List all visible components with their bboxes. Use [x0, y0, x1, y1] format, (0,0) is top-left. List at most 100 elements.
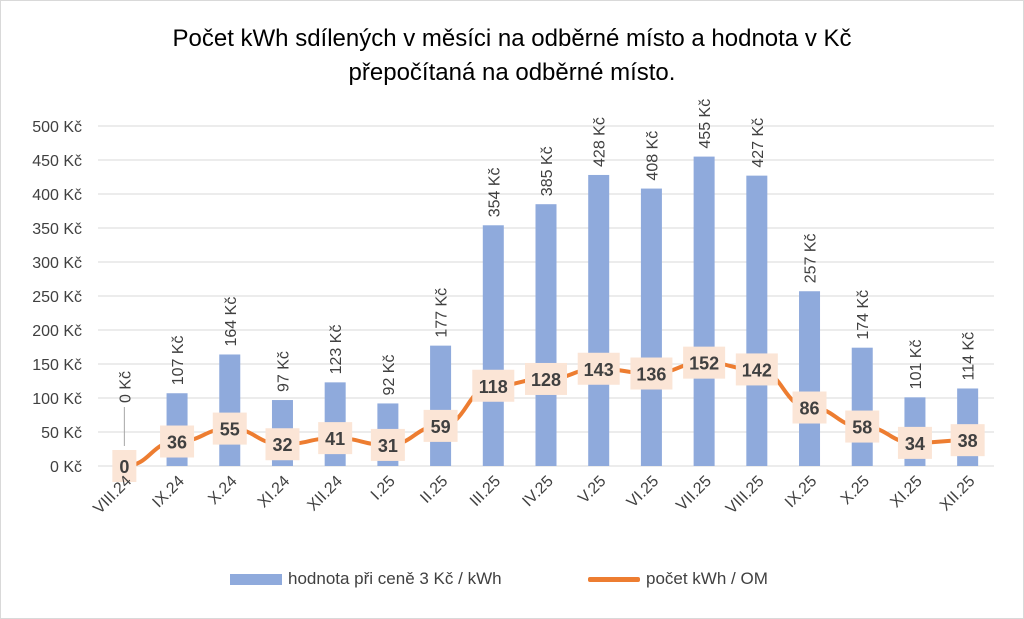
y-tick-label: 300 Kč	[32, 255, 82, 272]
bar-data-labels: 0 Kč 107 Kč 164 Kč 97 Kč 123 Kč 92 Kč 177 Kč 35…	[117, 99, 977, 403]
line-point-box	[423, 409, 458, 442]
legend-label-bar: hodnota při ceně 3 Kč / kWh	[288, 569, 502, 588]
line-point-marker: 58	[845, 410, 880, 443]
line-point-marker: 143	[577, 352, 620, 385]
bar	[588, 174, 610, 466]
y-axis-ticks: 0 Kč 50 Kč 100 Kč 150 Kč 200 Kč 250 Kč 300 Kč 3…	[32, 119, 82, 476]
line-data-label: 38	[958, 431, 978, 451]
bar-data-label: 114 Kč	[961, 332, 978, 381]
line-point-box	[630, 357, 673, 390]
legend-swatch-bar	[230, 573, 282, 585]
line-point-marker: 41	[318, 422, 353, 455]
line-point-marker: 118	[472, 369, 515, 402]
line-point-marker: 59	[423, 409, 458, 442]
bar	[535, 204, 557, 466]
x-category-label: IX.24	[149, 473, 188, 512]
line-data-label: 31	[378, 436, 398, 456]
line-point-box	[845, 410, 880, 443]
bar-data-label: 101 Kč	[908, 340, 925, 390]
legend-item-bar: hodnota při ceně 3 Kč / kWh	[230, 566, 502, 592]
line-point-box	[112, 450, 137, 482]
bar-data-label: 408 Kč	[644, 131, 661, 181]
y-tick-label: 350 Kč	[32, 221, 82, 238]
x-axis-categories: VIII.24 IX.24 X.24 XI.24 XII.24 I.25 II.25 III.…	[90, 473, 978, 518]
line-point-marker: 55	[212, 412, 247, 445]
bar	[799, 291, 821, 466]
x-category-label: IV.25	[519, 473, 556, 510]
line-point-marker: 0	[112, 450, 137, 482]
bar-data-label: 177 Kč	[434, 288, 451, 338]
line-data-label: 36	[167, 433, 187, 453]
line-data-label: 143	[584, 360, 614, 380]
chart-title-line-1: Počet kWh sdílených v měsíci na odběrné …	[172, 25, 852, 52]
line-point-box	[265, 428, 300, 461]
line-data-label: 128	[531, 370, 561, 390]
y-tick-label: 150 Kč	[32, 357, 82, 374]
x-category-label: XII.24	[304, 473, 346, 515]
line-data-label: 34	[905, 434, 925, 454]
line-data-label: 0	[119, 457, 129, 477]
line-point-box	[577, 352, 620, 385]
line-point-marker: 86	[792, 391, 827, 424]
line-point-box	[735, 353, 778, 386]
line-point-box	[472, 369, 515, 402]
bar-data-label: 455 Kč	[697, 99, 714, 149]
bar-data-label: 107 Kč	[170, 335, 187, 385]
line-data-label: 86	[800, 399, 820, 419]
line-data-label: 118	[479, 377, 508, 397]
bar-data-label: 123 Kč	[328, 325, 345, 375]
bar-data-label: 257 Kč	[803, 233, 820, 283]
line-point-box	[950, 424, 985, 457]
x-category-label: V.25	[575, 473, 609, 507]
bar	[219, 354, 241, 466]
y-tick-label: 100 Kč	[32, 391, 82, 408]
bar-data-label: 385 Kč	[539, 146, 556, 196]
legend-item-line: počet kWh / OM	[588, 566, 768, 592]
bar-data-label: 174 Kč	[855, 290, 872, 340]
bar	[746, 175, 768, 466]
legend: hodnota při ceně 3 Kč / kWh počet kWh / …	[0, 566, 1024, 592]
y-tick-label: 400 Kč	[32, 187, 82, 204]
line-point-box	[792, 391, 827, 424]
x-category-label: X.25	[838, 473, 873, 508]
line-point-box	[318, 422, 353, 455]
x-category-label: XI.25	[887, 473, 926, 512]
chart-title-line-2: přepočítaná na odběrné místo.	[348, 59, 676, 86]
line-point-box	[160, 425, 195, 458]
y-tick-label: 0 Kč	[50, 459, 82, 476]
chart-title: Počet kWh sdílených v měsíci na odběrné …	[0, 22, 1024, 90]
x-category-label: X.24	[205, 473, 240, 508]
bar-data-label: 164 Kč	[223, 297, 240, 347]
line-point-box	[525, 362, 567, 395]
bar	[851, 347, 873, 466]
line-data-label: 32	[272, 435, 292, 455]
line-point-box	[897, 426, 932, 459]
x-category-label: VII.25	[673, 473, 715, 515]
line-data-label: 41	[325, 429, 345, 449]
line-point-marker: 38	[950, 424, 985, 457]
line-data-label: 58	[852, 418, 872, 438]
bar-data-label: 92 Kč	[381, 355, 398, 396]
x-category-label: XI.24	[255, 473, 294, 512]
bar	[430, 345, 452, 466]
bar-data-label: 427 Kč	[750, 118, 767, 168]
bar-data-label: 97 Kč	[275, 351, 292, 392]
bar-data-label: 354 Kč	[486, 167, 503, 217]
x-category-label: VI.25	[624, 473, 663, 512]
line-point-marker: 31	[370, 428, 405, 461]
bar	[640, 188, 662, 466]
legend-swatch-line	[588, 576, 640, 582]
line-data-label: 152	[689, 354, 719, 374]
y-tick-label: 500 Kč	[32, 119, 82, 136]
x-category-label: I.25	[368, 473, 399, 504]
line-data-label: 142	[742, 360, 772, 380]
x-category-label: VIII.25	[723, 473, 768, 518]
bar-data-label: 428 Kč	[592, 117, 609, 167]
line-point-marker: 136	[630, 357, 673, 390]
y-tick-label: 200 Kč	[32, 323, 82, 340]
bar	[693, 156, 715, 466]
x-category-label: IX.25	[782, 473, 821, 512]
line-point-box	[683, 346, 726, 379]
